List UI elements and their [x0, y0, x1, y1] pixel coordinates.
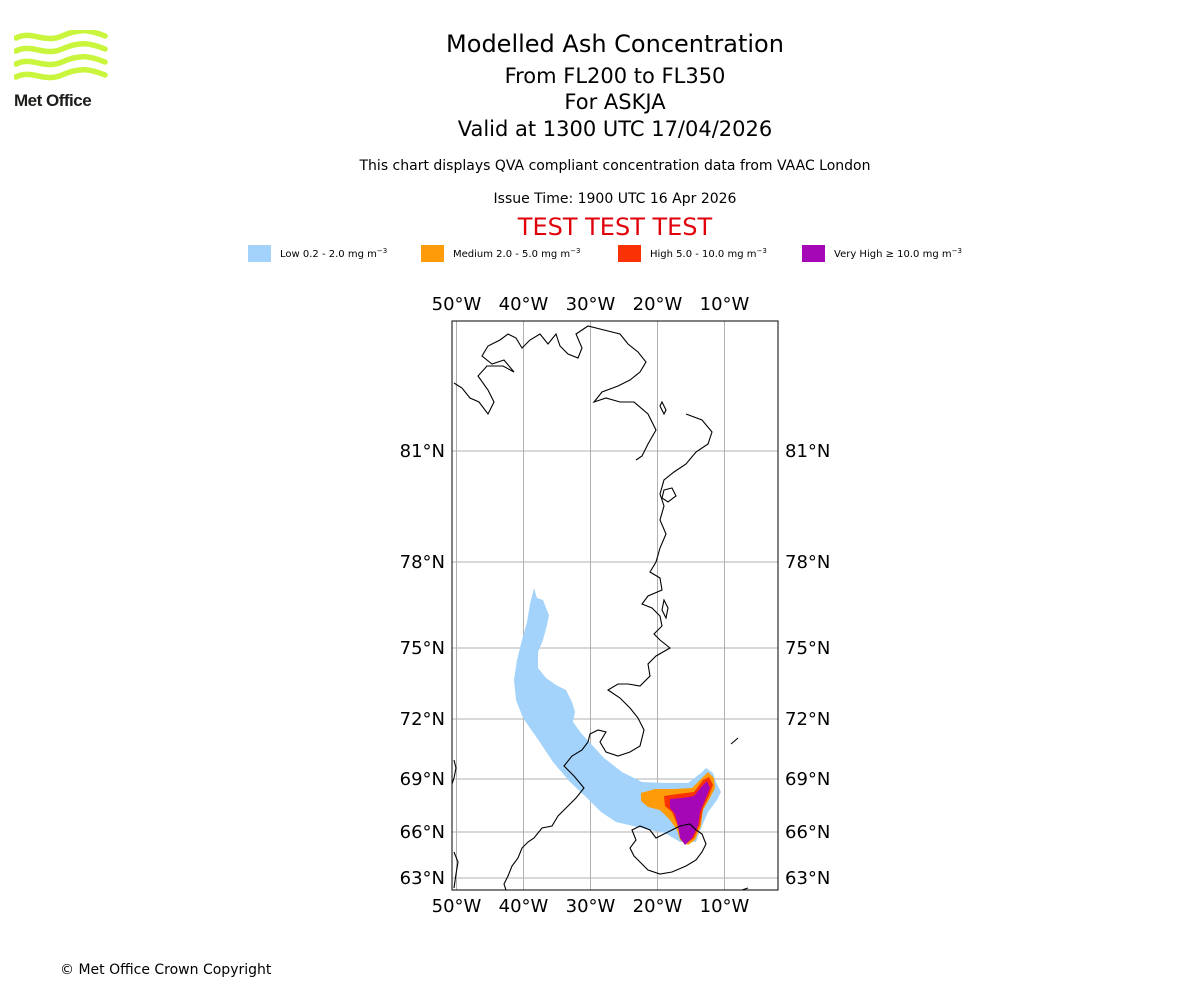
axis-labels: 50°W 50°W 40°W 40°W 30°W 30°W 20°W 20°W 10°W 10°W… [400, 294, 831, 917]
lon-label-top-10w: 10°W [700, 294, 750, 315]
coastline-greenland-west [451, 759, 457, 785]
compliance-note: This chart displays QVA compliant concen… [359, 158, 871, 174]
chart-title: Modelled Ash Concentration [446, 30, 784, 58]
lat-label-left-81n: 81°N [400, 441, 445, 462]
legend-label-low: Low 0.2 - 2.0 mg m [280, 249, 377, 260]
volcano-name: For ASKJA [564, 90, 666, 114]
legend-unit-low: −3 [376, 247, 388, 255]
lat-label-right-69n: 69°N [785, 769, 830, 790]
lat-label-left-63n: 63°N [400, 868, 445, 889]
coastline-island-3 [661, 598, 669, 620]
lat-label-left-69n: 69°N [400, 769, 445, 790]
lat-label-right-63n: 63°N [785, 868, 830, 889]
coastline-iceland [629, 823, 707, 875]
coastline-greenland-southwest [453, 851, 459, 889]
lon-label-bottom-40w: 40°W [499, 896, 549, 917]
lon-label-top-40w: 40°W [499, 294, 549, 315]
met-office-logo: Met Office [13, 28, 109, 112]
legend-unit-very-high: −3 [951, 247, 962, 255]
lon-label-bottom-30w: 30°W [566, 896, 616, 917]
lon-label-top-30w: 30°W [566, 294, 616, 315]
legend-label-very-high: Very High ≥ 10.0 mg m [834, 249, 952, 260]
coastline-island-1 [659, 400, 667, 416]
legend-swatch-low [248, 245, 271, 262]
lat-label-left-72n: 72°N [400, 709, 445, 730]
lat-label-right-81n: 81°N [785, 441, 830, 462]
map-frame [451, 320, 779, 891]
lon-label-top-50w: 50°W [432, 294, 482, 315]
ash-plume-very-high [670, 781, 710, 845]
lon-label-bottom-20w: 20°W [633, 896, 683, 917]
lat-label-right-72n: 72°N [785, 709, 830, 730]
legend-unit-medium: −3 [570, 247, 581, 255]
valid-time: Valid at 1300 UTC 17/04/2026 [457, 117, 773, 141]
logo-text: Met Office [14, 91, 92, 110]
flight-level-range: From FL200 to FL350 [504, 64, 726, 88]
coastlines [451, 325, 749, 891]
lat-label-left-66n: 66°N [400, 822, 445, 843]
lat-label-left-78n: 78°N [400, 552, 445, 573]
coastline-jan-mayen [730, 737, 739, 745]
lat-label-left-75n: 75°N [400, 638, 445, 659]
coastline-greenland-north [453, 325, 657, 461]
legend-unit-high: −3 [756, 247, 767, 255]
legend-label-high: High 5.0 - 10.0 mg m [650, 249, 757, 260]
legend-swatch-medium [421, 245, 444, 262]
lon-label-bottom-10w: 10°W [700, 896, 750, 917]
coastline-island-2 [661, 487, 677, 503]
test-banner: TEST TEST TEST [517, 213, 713, 241]
legend-label-medium: Medium 2.0 - 5.0 mg m [453, 249, 571, 260]
legend-swatch-very-high [802, 245, 825, 262]
lat-label-right-78n: 78°N [785, 552, 830, 573]
lon-label-top-20w: 20°W [633, 294, 683, 315]
lat-label-right-75n: 75°N [785, 638, 830, 659]
met-office-waves-icon [13, 28, 108, 81]
issue-time: Issue Time: 1900 UTC 16 Apr 2026 [493, 191, 737, 207]
legend-swatch-high [618, 245, 641, 262]
lon-label-bottom-50w: 50°W [432, 896, 482, 917]
lat-label-right-66n: 66°N [785, 822, 830, 843]
coastline-greenland-east [503, 413, 713, 891]
copyright: © Met Office Crown Copyright [60, 962, 272, 978]
